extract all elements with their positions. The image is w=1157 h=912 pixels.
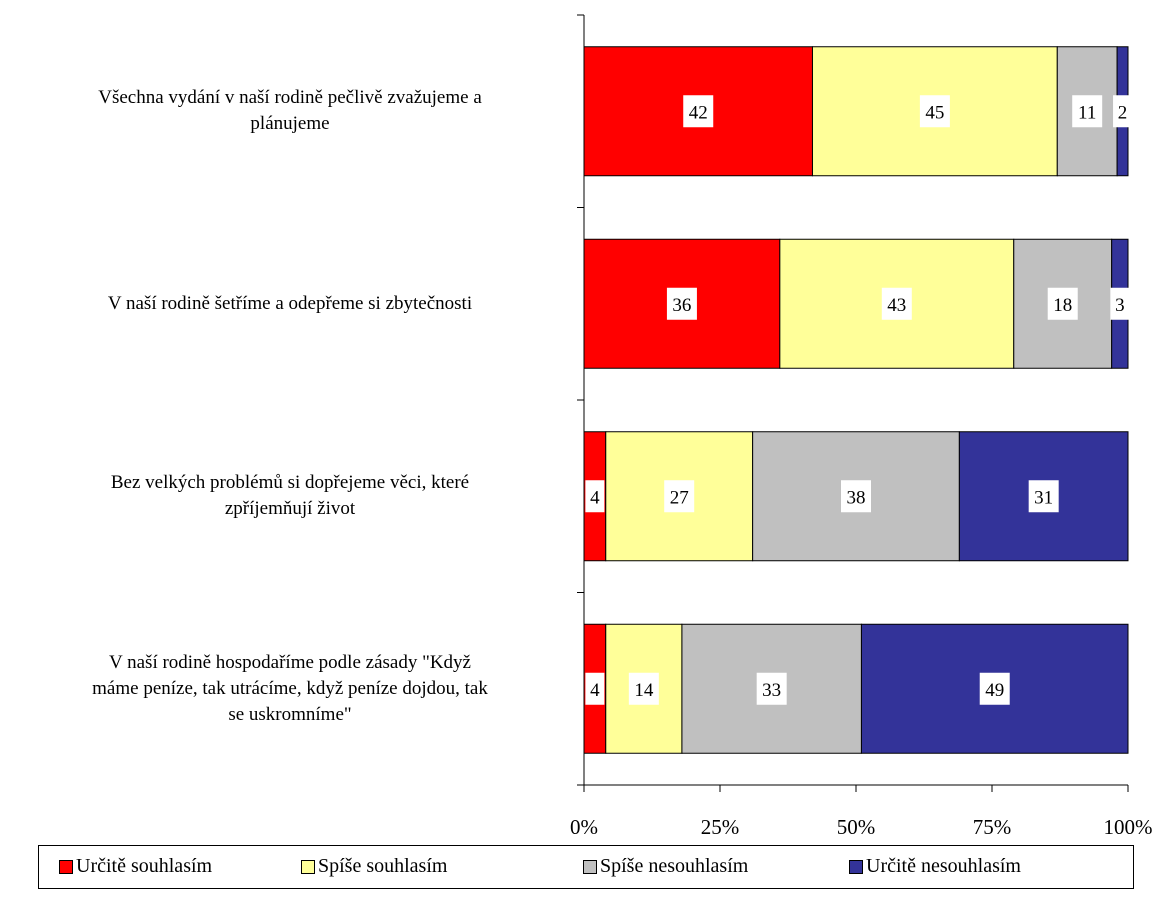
legend-label: Určitě souhlasím: [76, 855, 213, 877]
data-label-bg: [919, 95, 950, 128]
data-label-bg: [1072, 95, 1103, 128]
data-label-bg: [1110, 287, 1130, 320]
data-label-bg: [841, 480, 871, 513]
data-label: 14: [634, 680, 654, 701]
legend-item: Určitě souhlasím: [59, 855, 212, 878]
x-tick-label: 0%: [570, 815, 598, 839]
legend-item: Spíše souhlasím: [301, 855, 447, 878]
data-label: 31: [1034, 487, 1053, 508]
x-tick-label: 50%: [836, 815, 876, 839]
category-label-line: máme peníze, tak utrácíme, když peníze d…: [92, 677, 488, 699]
data-label: 33: [762, 680, 781, 701]
data-label-bg: [881, 287, 912, 320]
data-label: 18: [1053, 295, 1072, 316]
legend-label: Spíše nesouhlasím: [600, 855, 749, 877]
data-label-bg: [683, 95, 714, 128]
legend-swatch: [583, 859, 597, 874]
data-label: 4: [590, 680, 600, 701]
category-label: V naší rodině hospodaříme podle zásady "…: [10, 650, 570, 728]
data-label: 2: [1118, 102, 1128, 123]
data-label-bg: [666, 287, 697, 320]
data-label-bg: [1028, 480, 1059, 513]
legend-item: Spíše nesouhlasím: [583, 855, 748, 878]
data-label-bg: [1113, 95, 1133, 128]
x-tick-label: 25%: [700, 815, 740, 839]
category-label-line: Bez velkých problémů si dopřejeme věci, …: [110, 472, 470, 494]
data-label: 11: [1078, 102, 1096, 123]
category-label: V naší rodině šetříme a odepřeme si zbyt…: [10, 291, 570, 317]
legend-label: Určitě nesouhlasím: [866, 855, 1021, 877]
data-label-bg: [628, 672, 659, 705]
category-label-line: zpříjemňují život: [224, 498, 356, 520]
data-label: 42: [689, 102, 708, 123]
data-label: 43: [887, 295, 906, 316]
legend-item: Určitě nesouhlasím: [849, 855, 1021, 878]
data-label-bg: [1047, 287, 1078, 320]
data-label-bg: [979, 672, 1010, 705]
category-label-line: se uskromníme": [228, 703, 352, 725]
data-label-bg: [585, 480, 605, 513]
legend-swatch: [301, 859, 315, 874]
legend: Určitě souhlasím Spíše souhlasím Spíše nes…: [38, 845, 1134, 889]
x-tick-label: 75%: [972, 815, 1012, 839]
data-label: 49: [985, 680, 1004, 701]
data-label: 45: [925, 102, 944, 123]
category-label: Bez velkých problémů si dopřejeme věci, …: [10, 470, 570, 522]
legend-swatch: [59, 859, 73, 874]
category-label-line: V naší rodině šetříme a odepřeme si zbyt…: [107, 292, 473, 314]
data-label: 38: [847, 487, 866, 508]
category-label: Všechna vydání v naší rodině pečlivě zva…: [10, 85, 570, 137]
data-label-bg: [664, 480, 695, 513]
data-label: 4: [590, 487, 600, 508]
data-label: 36: [672, 295, 691, 316]
data-label-bg: [756, 672, 787, 705]
data-label: 27: [670, 487, 689, 508]
category-label-line: plánujeme: [250, 113, 330, 135]
data-label-bg: [585, 672, 605, 705]
category-label-line: V naší rodině hospodaříme podle zásady "…: [109, 651, 471, 673]
legend-label: Spíše souhlasím: [318, 855, 448, 877]
legend-swatch: [849, 859, 863, 874]
x-tick-label: 100%: [1103, 815, 1153, 839]
category-label-line: Všechna vydání v naší rodině pečlivě zva…: [98, 87, 482, 109]
data-label: 3: [1115, 295, 1125, 316]
